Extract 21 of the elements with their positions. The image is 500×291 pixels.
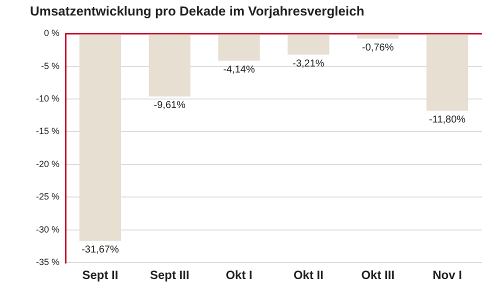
x-tick-label: Okt I <box>226 268 252 282</box>
y-tick-label: -15 % <box>36 126 60 136</box>
data-label: -3,21% <box>292 58 324 70</box>
y-tick-label: -30 % <box>36 224 60 234</box>
x-tick-label: Sept III <box>150 268 190 282</box>
data-label: -11,80% <box>429 114 466 126</box>
y-tick-label: 0 % <box>44 28 60 38</box>
x-tick-label: Sept II <box>82 268 118 282</box>
data-label: -9,61% <box>154 100 186 112</box>
y-tick-label: -20 % <box>36 158 60 169</box>
chart-title: Umsatzentwicklung pro Dekade im Vorjahresvergleich <box>30 3 364 18</box>
x-tick-label: Nov I <box>432 268 462 282</box>
x-tick-label: Okt III <box>361 268 395 282</box>
y-tick-label: -25 % <box>36 192 60 202</box>
data-label: -4,14% <box>223 64 255 76</box>
y-tick-label: -10 % <box>36 94 60 104</box>
data-label: -0,76% <box>362 42 394 54</box>
y-tick-label: -5 % <box>40 60 60 71</box>
y-tick-label: -35 % <box>36 257 60 268</box>
x-tick-label: Okt II <box>293 268 324 282</box>
data-label: -31,67% <box>82 244 119 256</box>
